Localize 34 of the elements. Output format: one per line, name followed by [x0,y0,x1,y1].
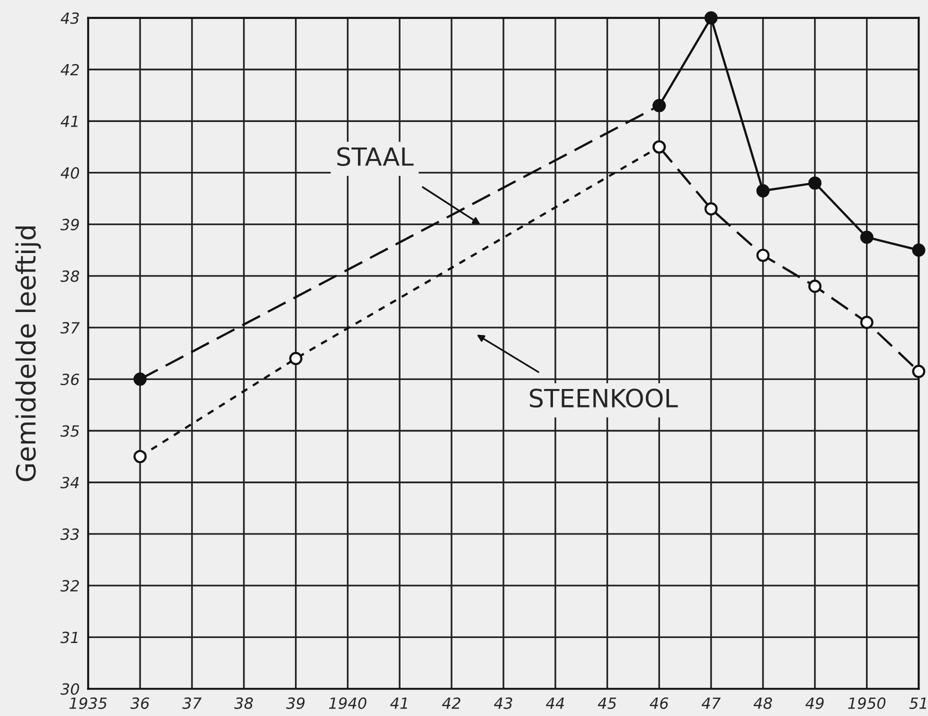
y-tick-label: 33 [60,528,79,540]
x-tick-label: 37 [182,697,202,709]
x-tick-label: 44 [546,698,564,709]
x-tick-label: 1940 [329,697,366,709]
y-tick-label: 34 [60,476,79,488]
x-tick-label: 42 [442,697,460,709]
y-tick-label: 41 [60,116,78,127]
y-tick-label: 35 [60,425,79,437]
x-tick-label: 1935 [69,697,107,709]
x-tick-label: 39 [286,697,305,709]
x-tick-label: 41 [390,698,408,709]
y-axis-title: Gemiddelde leeftijd [15,226,41,482]
y-tick-label: 32 [60,580,79,592]
y-tick-label: 38 [60,270,80,282]
y-tick-label: 40 [60,167,80,179]
y-tick-label: 39 [60,218,79,230]
y-tick-label: 30 [60,683,80,695]
y-tick-label: 42 [60,64,79,76]
x-tick-label: 1950 [848,697,886,709]
y-tick-label: 36 [60,374,80,386]
x-tick-label: 47 [702,698,721,709]
x-tick-label: 48 [754,697,772,709]
y-tick-label: 31 [60,632,78,644]
x-tick-label: 51 [909,698,926,709]
x-tick-label: 36 [130,697,150,709]
x-tick-label: 45 [598,698,616,709]
x-tick-label: 38 [234,697,253,709]
x-tick-label: 49 [805,697,824,709]
annotation: STEENKOOL [530,388,678,408]
y-tick-label: 37 [60,322,80,334]
x-tick-label: 43 [494,697,512,709]
y-tick-label: 43 [60,12,79,24]
annotation: STAAL [337,147,414,166]
x-tick-label: 46 [650,697,668,709]
